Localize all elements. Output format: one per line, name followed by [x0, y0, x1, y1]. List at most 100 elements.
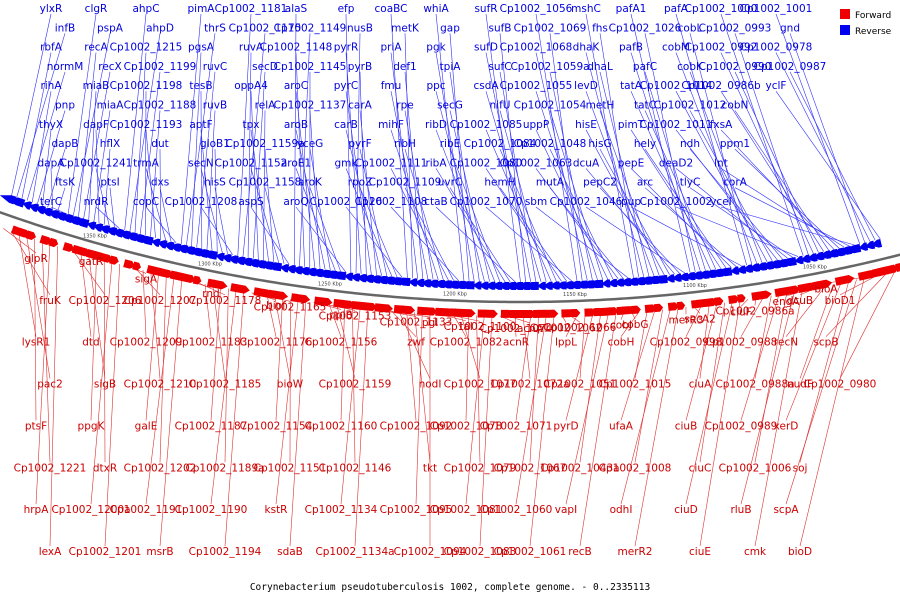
gene-connector	[675, 206, 799, 257]
gene-label-coabc: coaBC	[375, 3, 408, 15]
reverse-gene-arrow	[104, 227, 118, 236]
gene-connector	[78, 52, 97, 218]
gene-connector	[309, 110, 321, 269]
gene-connector	[289, 301, 307, 547]
gene-connector	[145, 168, 167, 241]
gene-label-cobg: cobG	[622, 319, 649, 331]
gene-connector	[754, 290, 803, 547]
gene-label-hise: hisE	[575, 119, 597, 131]
gene-connector	[159, 149, 161, 240]
gene-connector	[242, 33, 266, 257]
gene-connector	[252, 71, 266, 259]
gene-label-normm: normM	[47, 61, 84, 73]
gene-connector	[689, 33, 753, 265]
gene-connector	[720, 91, 825, 252]
gene-connector	[449, 71, 480, 282]
gene-label-cp1002-1209: Cp1002_1209	[110, 337, 183, 349]
reverse-gene-arrow	[174, 244, 189, 254]
gene-connector	[535, 91, 598, 281]
gene-connector	[799, 284, 834, 379]
gene-label-uvrc: uvrC	[438, 177, 463, 189]
gene-label-yceg: yceG	[297, 138, 324, 150]
gene-label-ciua: ciuA	[689, 379, 712, 391]
gene-label-cp1002-0993: Cp1002_0993	[699, 22, 772, 34]
gene-connector	[336, 305, 356, 379]
gene-label-whia: whiA	[423, 3, 449, 15]
gene-label-gmk: gmk	[335, 157, 359, 169]
legend-reverse-swatch	[840, 25, 850, 35]
gene-label-cp1002-1067: Cp1002_1067	[494, 462, 567, 474]
gene-label-ribd: ribD	[425, 119, 447, 131]
gene-connector	[644, 187, 737, 267]
gene-connector	[775, 91, 881, 240]
gene-label-tpx: tpx	[243, 119, 260, 131]
gene-connector	[390, 310, 417, 337]
reverse-gene-arrow	[677, 272, 689, 282]
gene-label-fmu: fmu	[381, 80, 402, 92]
gene-label-pyrc: pyrC	[334, 80, 359, 92]
gene-connector	[485, 52, 532, 283]
gene-label-gatr: gatR	[79, 256, 104, 268]
gene-connector	[145, 273, 159, 421]
gene-label-ciue: ciuE	[689, 546, 711, 558]
gene-label-nudf: nudF	[787, 379, 813, 391]
gene-connector	[740, 291, 795, 505]
reverse-gene-arrow	[402, 277, 411, 287]
gene-label-cp1002-1085: Cp1002_1085	[450, 119, 523, 131]
gene-label-cp1002-1207: Cp1002_1207	[124, 295, 197, 307]
gene-label-cp1002-1066: Cp1002_1066	[544, 322, 617, 334]
gene-label-cp1002-1183: Cp1002_1183	[175, 337, 248, 349]
gene-connector	[449, 187, 511, 283]
gene-label-sufr: sufR	[474, 3, 497, 15]
legend-forward-swatch	[840, 9, 850, 19]
forward-gene-arrow	[426, 307, 438, 316]
gene-label-sufc: sufC	[488, 61, 511, 73]
gene-label-cobj: cobJ	[610, 320, 632, 332]
gene-label-muta: mutA	[536, 177, 565, 189]
gene-label-cp1002-1137: Cp1002_1137	[274, 100, 347, 112]
reverse-gene-arrow	[168, 243, 182, 252]
gene-label-pyrd: pyrD	[553, 420, 578, 432]
reverse-gene-arrow	[478, 281, 489, 290]
gene-connector	[404, 71, 424, 279]
gene-connector	[485, 129, 552, 282]
gene-connector	[34, 238, 37, 421]
gene-label-soj: soj	[793, 462, 808, 474]
reverse-gene-arrow	[812, 251, 825, 261]
gene-connector	[72, 250, 106, 296]
gene-connector	[720, 168, 845, 248]
gene-connector	[275, 300, 299, 505]
gene-label-pimt: pimT	[618, 119, 645, 131]
gene-label-dhal: dhaL	[587, 61, 613, 73]
gene-label-ppgk: ppgK	[78, 420, 106, 432]
gene-connector	[630, 206, 742, 267]
gene-label-msrb: msrB	[146, 546, 173, 558]
gene-connector	[535, 129, 609, 280]
reverse-gene-arrow	[864, 240, 876, 250]
gene-connector	[210, 287, 221, 421]
gene-label-pgsa: pgsA	[188, 42, 215, 54]
reverse-gene-arrow	[648, 275, 666, 284]
gene-connector	[485, 206, 573, 282]
gene-label-fhs: fhs	[592, 22, 608, 34]
forward-gene-arrow	[463, 309, 476, 318]
reverse-gene-arrow	[162, 241, 175, 251]
gene-connector	[214, 149, 218, 252]
reverse-gene-arrow	[794, 255, 804, 265]
gene-connector	[414, 312, 431, 463]
gene-label-sigb: sigB	[94, 379, 116, 391]
gene-label-cp1002-1111: Cp1002_1111	[355, 157, 428, 169]
gene-connector	[57, 187, 66, 211]
gene-connector	[825, 272, 888, 337]
gene-label-dtd: dtd	[82, 337, 99, 349]
axis-tick-label: 1200 Kbp	[443, 292, 467, 298]
gene-label-cp1002-1054: Cp1002_1054	[514, 100, 587, 112]
reverse-gene-arrow	[829, 247, 846, 257]
gene-label-ahpc: ahpC	[132, 3, 159, 15]
gene-label-cp1002-1159: Cp1002_1159	[319, 379, 392, 391]
gene-connector	[620, 308, 671, 505]
gene-connector	[579, 313, 601, 463]
gene-connector	[275, 297, 283, 421]
gene-label-sufd: sufD	[474, 42, 498, 54]
gene-label-lysr1: lysR1	[22, 337, 51, 349]
